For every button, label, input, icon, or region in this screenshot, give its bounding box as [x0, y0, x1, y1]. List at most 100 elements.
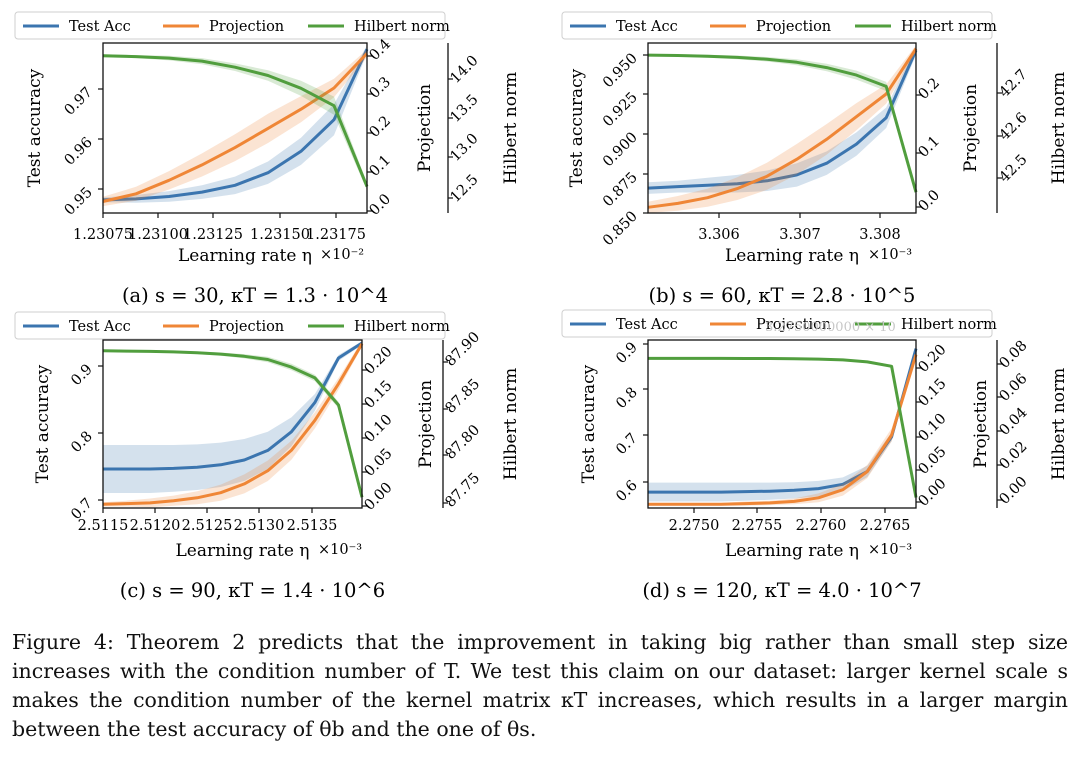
hilbert-tick-label: 13.0	[448, 131, 482, 165]
projection-axis-label: Projection	[971, 380, 991, 468]
projection-tick-label: 0.4	[367, 36, 395, 64]
legend-label: Hilbert norm	[354, 319, 450, 335]
hilbert-tick-label: 12.5	[448, 172, 482, 206]
legend-label: Projection	[209, 19, 284, 35]
y-tick-label: 0.900	[600, 130, 641, 171]
legend-label: Hilbert norm	[901, 19, 997, 35]
projection-tick-label: 0.15	[916, 376, 950, 410]
hilbert-axis-label: Hilbert norm	[501, 72, 521, 184]
projection-tick-label: 0.3	[367, 74, 395, 102]
legend-box	[14, 311, 446, 340]
x-tick-label: 1.23125	[183, 227, 243, 243]
x-axis-label: Learning rate η	[176, 541, 310, 561]
x-multiplier: ×10⁻³	[868, 247, 912, 263]
y-tick-label: 0.8	[613, 385, 641, 413]
series-line-projection	[102, 342, 364, 506]
projection-tick-label: 0.0	[367, 191, 395, 219]
hilbert-tick-label: 87.80	[443, 422, 484, 463]
hilbert-tick-label: 42.5	[997, 152, 1031, 186]
plot-frame	[647, 339, 917, 509]
legend-box	[561, 309, 993, 338]
projection-tick-label: 0.10	[362, 412, 396, 446]
band-test-acc	[648, 45, 916, 194]
projection-tick-label: 0.20	[362, 344, 396, 378]
x-multiplier: ×10⁻³	[868, 542, 912, 558]
projection-axis-label: Projection	[415, 84, 435, 172]
plot-frame	[102, 42, 368, 214]
y-axis-label: Test accuracy	[567, 68, 587, 187]
caption-label: Figure 4:	[12, 630, 114, 654]
subcaption: (c) s = 90, κT = 1.4 · 10^6	[120, 579, 385, 602]
y-tick-label: 0.96	[62, 135, 96, 169]
hilbert-tick-label: 42.6	[997, 110, 1031, 144]
series-line-hilbert-norm	[648, 356, 918, 498]
x-tick-label: 1.23075	[73, 227, 133, 243]
projection-tick-label: 0.20	[916, 342, 950, 376]
ghost-text: 3.2750000000 × 10	[765, 320, 896, 335]
y-axis-label: Test accuracy	[579, 364, 599, 483]
hilbert-tick-label: 0.08	[997, 338, 1031, 372]
x-multiplier: ×10⁻²	[320, 247, 364, 263]
band-projection	[648, 45, 916, 213]
series-line-hilbert-norm	[647, 53, 918, 193]
x-tick-label: 3.306	[698, 227, 740, 243]
subcaption: (d) s = 120, κT = 4.0 · 10^7	[642, 579, 921, 602]
y-tick-label: 0.9	[613, 340, 641, 368]
series-line-hilbert-norm	[102, 54, 369, 188]
series-line-projection	[648, 354, 918, 506]
y-axis-label: Test accuracy	[25, 68, 45, 187]
legend-label: Test Acc	[616, 317, 678, 333]
hilbert-tick-label: 42.7	[997, 67, 1031, 101]
projection-tick-label: 0.1	[367, 152, 395, 180]
chart-panel-1: Test Acc Projection Hilbert norm 0.95 0.96 0.…	[14, 11, 521, 307]
hilbert-axis-label: Hilbert norm	[1049, 368, 1069, 480]
x-tick-label: 2.5125	[182, 518, 233, 534]
y-tick-label: 0.9	[68, 362, 96, 390]
x-tick-label: 2.2750	[669, 518, 720, 534]
projection-tick-label: 0.15	[362, 378, 396, 412]
hilbert-axis-label: Hilbert norm	[1049, 72, 1069, 184]
series-line-projection	[647, 47, 918, 209]
projection-tick-label: 0.0	[916, 187, 944, 215]
hilbert-tick-label: 0.04	[997, 405, 1031, 439]
x-tick-label: 2.5115	[78, 518, 129, 534]
x-tick-label: 2.5135	[287, 518, 338, 534]
x-tick-label: 2.2760	[796, 518, 847, 534]
legend-box	[561, 11, 993, 40]
subcaption: (a) s = 30, κT = 1.3 · 10^4	[122, 284, 388, 307]
y-tick-label: 0.95	[62, 185, 96, 219]
x-axis-label: Learning rate η	[725, 246, 859, 266]
band-test-acc	[103, 341, 362, 493]
legend-label: Test Acc	[69, 319, 131, 335]
projection-tick-label: 0.2	[367, 113, 395, 141]
series-line-hilbert-norm	[102, 349, 364, 498]
legend-label: Projection	[209, 319, 284, 335]
series-line-projection	[102, 52, 369, 203]
hilbert-tick-label: 14.0	[448, 53, 482, 87]
y-tick-label: 0.850	[600, 209, 641, 250]
x-tick-label: 2.5130	[234, 518, 285, 534]
caption-body: Theorem 2 predicts that the improvement …	[12, 630, 1068, 741]
x-axis-label: Learning rate η	[178, 246, 312, 266]
hilbert-tick-label: 87.75	[443, 470, 484, 511]
y-tick-label: 0.875	[600, 170, 641, 211]
projection-axis-label: Projection	[961, 84, 981, 172]
x-tick-label: 2.2765	[860, 518, 911, 534]
x-tick-label: 3.308	[859, 227, 901, 243]
plot-frame	[102, 339, 363, 509]
projection-tick-label: 0.1	[916, 133, 944, 161]
x-tick-label: 1.23175	[306, 227, 366, 243]
x-tick-label: 1.23150	[250, 227, 310, 243]
y-tick-label: 0.925	[600, 90, 641, 131]
hilbert-tick-label: 0.02	[997, 439, 1031, 473]
legend-box	[14, 11, 446, 40]
x-axis-label: Learning rate η	[725, 541, 859, 561]
series-line-test-acc	[103, 341, 363, 471]
series-line-test-acc	[102, 48, 369, 202]
y-tick-label: 0.7	[613, 431, 641, 459]
projection-tick-label: 0.00	[362, 480, 396, 514]
hilbert-tick-label: 87.90	[443, 329, 484, 370]
hilbert-tick-label: 87.85	[443, 376, 484, 417]
x-multiplier: ×10⁻³	[318, 542, 362, 558]
